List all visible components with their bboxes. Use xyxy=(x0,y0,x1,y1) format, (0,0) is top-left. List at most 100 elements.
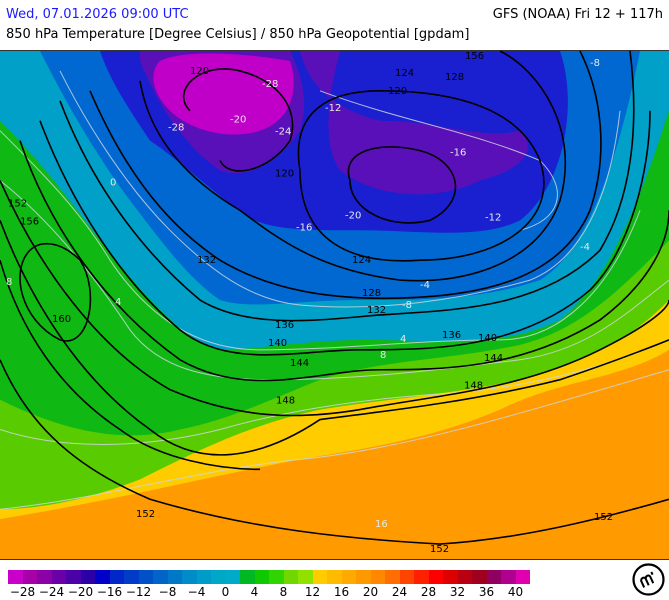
legend-swatch xyxy=(240,570,255,584)
legend-swatch xyxy=(515,570,530,584)
contour-label: 136 xyxy=(442,330,461,341)
legend-swatch xyxy=(486,570,501,584)
isotherm-label: 8 xyxy=(6,277,12,288)
legend-tick-label: 20 xyxy=(362,585,379,599)
legend-swatch xyxy=(283,570,298,584)
legend-swatch xyxy=(327,570,342,584)
isotherm-label: -12 xyxy=(325,103,341,114)
isotherm-label: -28 xyxy=(262,79,278,90)
legend-swatch xyxy=(443,570,458,584)
legend-tick-label: 0 xyxy=(221,585,230,599)
contour-label: 120 xyxy=(388,86,407,97)
contour-label: 156 xyxy=(20,216,39,227)
legend-tick-label: −4 xyxy=(187,585,206,599)
isotherm-label: 8 xyxy=(380,350,386,361)
contour-label: 144 xyxy=(290,358,309,369)
legend-tick-label: 4 xyxy=(250,585,259,599)
isotherm-label: 4 xyxy=(400,334,406,345)
isotherm-label: -20 xyxy=(345,210,361,221)
legend-swatch xyxy=(399,570,414,584)
contour-label: 132 xyxy=(197,255,216,266)
legend-swatch xyxy=(356,570,371,584)
isotherm-label: -8 xyxy=(590,58,600,69)
legend-tick-label: −20 xyxy=(67,585,94,599)
legend-tick-label: −28 xyxy=(9,585,36,599)
legend-tick-label: 40 xyxy=(507,585,524,599)
legend-swatch xyxy=(109,570,124,584)
geopotential-contours xyxy=(0,51,669,545)
isotherm-label: -28 xyxy=(168,123,184,134)
contour-label: 152 xyxy=(136,509,155,520)
contour-label: 160 xyxy=(52,314,71,325)
legend-swatch xyxy=(66,570,81,584)
legend-swatch xyxy=(254,570,269,584)
color-scale-ticks: −28 −24 −20 −16 −12 −8 −4 0 4 8 12 16 20 24 28 32 36 40 xyxy=(0,585,560,599)
legend-swatch xyxy=(457,570,472,584)
contour-label: 128 xyxy=(445,72,464,83)
isotherm-label: 16 xyxy=(375,519,388,530)
legend-tick-label: −8 xyxy=(158,585,177,599)
contour-label: 152 xyxy=(594,512,613,523)
legend-swatch xyxy=(196,570,211,584)
temperature-color-scale xyxy=(8,570,530,584)
isotherm-label: -20 xyxy=(230,115,246,126)
isotherm-label: -16 xyxy=(450,148,466,159)
contour-label: 124 xyxy=(395,68,414,79)
legend-swatch xyxy=(341,570,356,584)
legend-tick-label: 12 xyxy=(304,585,321,599)
isotherm-label: -24 xyxy=(275,127,291,138)
weather-map: 120 120 120 124 124 128 128 132 132 136 … xyxy=(0,50,669,560)
legend-tick-label: 24 xyxy=(391,585,408,599)
legend-tick-label: 36 xyxy=(478,585,495,599)
legend-swatch xyxy=(501,570,516,584)
contour-label: 140 xyxy=(478,333,497,344)
legend-swatch xyxy=(472,570,487,584)
legend-swatch xyxy=(80,570,95,584)
contour-label: 148 xyxy=(464,381,483,392)
isotherm-label: -8 xyxy=(402,300,412,311)
legend-tick-label: 28 xyxy=(420,585,437,599)
legend-swatch xyxy=(269,570,284,584)
isotherm-label: 0 xyxy=(110,177,116,188)
contour-label: 144 xyxy=(484,353,503,364)
temp-field-magenta xyxy=(153,53,294,135)
map-title: 850 hPa Temperature [Degree Celsius] / 8… xyxy=(6,27,470,42)
legend-swatch xyxy=(124,570,139,584)
legend-tick-label: −24 xyxy=(38,585,65,599)
legend-tick-label: 32 xyxy=(449,585,466,599)
legend-tick-label: 8 xyxy=(279,585,288,599)
model-run: GFS (NOAA) Fri 12 + 117h xyxy=(492,7,663,22)
forecast-datetime: Wed, 07.01.2026 09:00 UTC xyxy=(6,7,189,22)
legend-swatch xyxy=(8,570,23,584)
legend-swatch xyxy=(95,570,110,584)
meteo-logo-icon xyxy=(632,563,665,596)
contour-label: 156 xyxy=(465,51,484,62)
legend-swatch xyxy=(370,570,385,584)
contour-label: 140 xyxy=(268,338,287,349)
legend-swatch xyxy=(428,570,443,584)
legend-swatch xyxy=(167,570,182,584)
contour-label: 152 xyxy=(8,198,27,209)
geopotential-labels: 120 120 120 124 124 128 128 132 132 136 … xyxy=(8,51,613,555)
isotherm-label: -16 xyxy=(296,222,312,233)
contour-label: 124 xyxy=(352,255,371,266)
legend-swatch xyxy=(211,570,226,584)
temperature-labels: -28 -28 -24 -20 -20 -16 -16 -12 -12 -8 -… xyxy=(6,58,600,530)
legend-swatch xyxy=(22,570,37,584)
legend-swatch xyxy=(138,570,153,584)
legend-swatch xyxy=(51,570,66,584)
legend-swatch xyxy=(182,570,197,584)
contour-label: 120 xyxy=(275,169,294,180)
legend-swatch xyxy=(37,570,52,584)
contour-label: 136 xyxy=(275,320,294,331)
isotherm-label: -4 xyxy=(420,280,430,291)
contour-label: 132 xyxy=(367,305,386,316)
legend-swatch xyxy=(225,570,240,584)
isotherm-label: -12 xyxy=(485,212,501,223)
isotherm-label: -4 xyxy=(580,242,590,253)
legend-swatch xyxy=(298,570,313,584)
contour-label: 148 xyxy=(276,396,295,407)
contour-label: 128 xyxy=(362,288,381,299)
legend-tick-label: −16 xyxy=(96,585,123,599)
legend-swatch xyxy=(385,570,400,584)
